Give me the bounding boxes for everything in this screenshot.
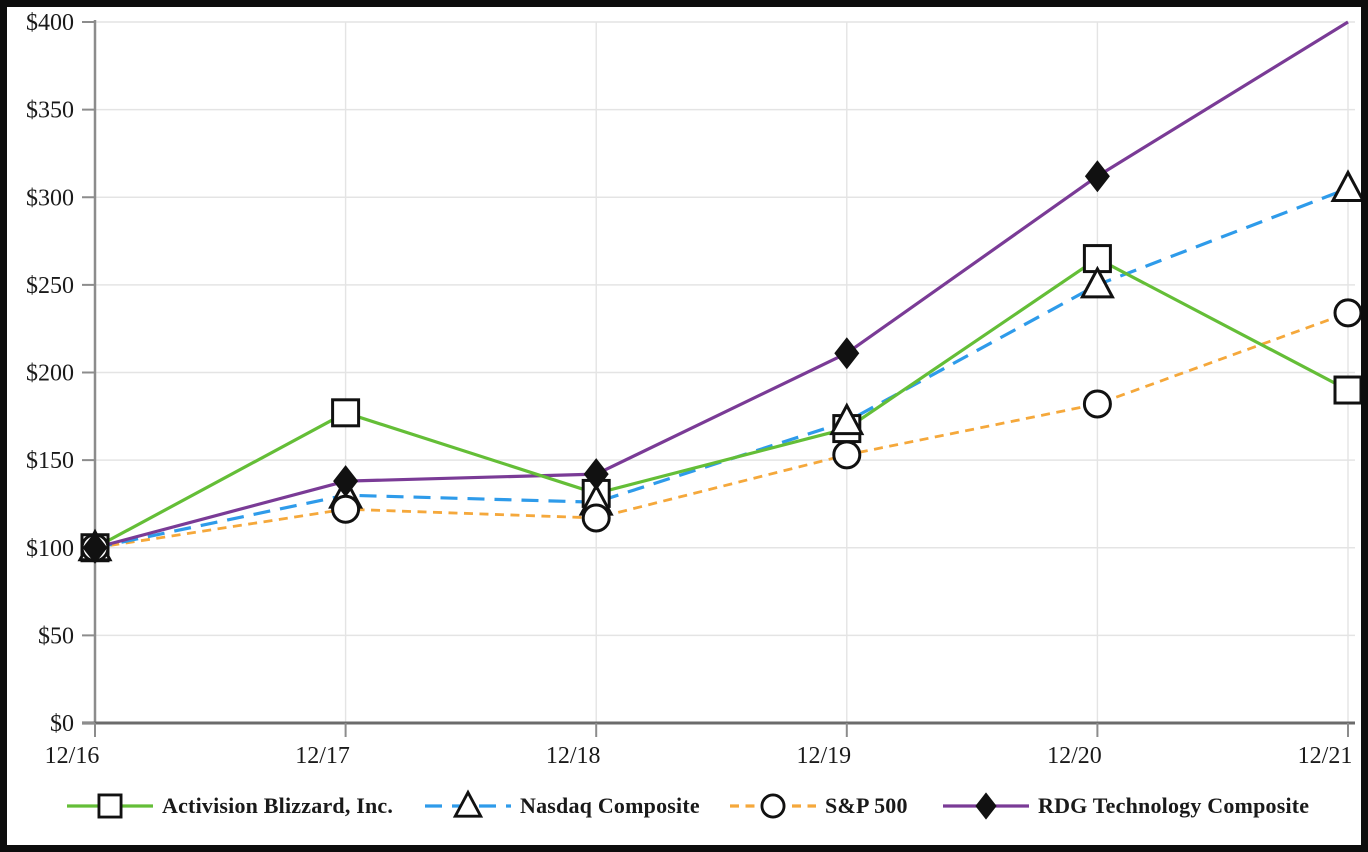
y-tick-label: $150	[26, 448, 74, 474]
x-tick-label: 12/17	[295, 743, 350, 769]
diamond-marker	[1084, 160, 1110, 193]
legend-circle-marker-icon	[730, 793, 816, 819]
series-line-3	[94, 20, 1349, 550]
circle-marker	[760, 793, 786, 819]
circle-marker	[581, 503, 611, 533]
series-line-0	[94, 256, 1349, 550]
circle-marker	[1333, 298, 1361, 328]
square-marker	[97, 793, 123, 819]
y-tick-label: $50	[38, 623, 74, 649]
y-tick-label: $100	[26, 536, 74, 562]
x-tick-label: 12/19	[796, 743, 851, 769]
y-tick-label: $200	[26, 361, 74, 387]
legend-label-nasdaq-composite: Nasdaq Composite	[520, 793, 700, 818]
x-tick-label: 12/18	[546, 743, 601, 769]
diamond-marker	[333, 465, 359, 498]
series-line-1	[94, 186, 1349, 550]
x-tick-label: 12/21	[1298, 743, 1353, 769]
diamond-marker	[834, 337, 860, 370]
diamond-marker	[82, 531, 108, 564]
y-tick-label: $250	[26, 273, 74, 299]
triangle-marker	[452, 789, 484, 818]
square-marker	[331, 398, 361, 428]
circle-marker	[832, 440, 862, 470]
circle-marker	[1082, 389, 1112, 419]
y-tick-label: $350	[26, 98, 74, 124]
triangle-marker	[1079, 265, 1115, 299]
series-line-2	[94, 311, 1349, 550]
legend-triangle-marker-icon	[425, 789, 511, 818]
circle-marker	[331, 494, 361, 524]
legend-square-marker-icon	[67, 793, 153, 819]
legend-diamond-marker-icon	[943, 792, 1029, 820]
square-marker	[1333, 375, 1361, 405]
chart-legend: Activision Blizzard, Inc. Nasdaq Composi…	[7, 789, 1361, 833]
legend-item-nasdaq-composite: Nasdaq Composite	[425, 789, 700, 823]
x-tick-label: 12/16	[45, 743, 100, 769]
y-tick-label: $400	[26, 10, 74, 36]
legend-label-activision-blizzard: Activision Blizzard, Inc.	[162, 793, 394, 818]
triangle-marker	[829, 402, 865, 436]
legend-item-sp500: S&P 500	[730, 789, 908, 823]
plot-area: $0 $50 $100 $150 $200 $250 $300 $350 $400 12/16 12…	[26, 10, 1361, 769]
diamond-marker	[975, 792, 997, 820]
y-tick-label: $0	[50, 711, 74, 737]
diamond-marker	[583, 458, 609, 491]
legend-label-rdg-technology: RDG Technology Composite	[1038, 793, 1310, 818]
x-tick-label: 12/20	[1047, 743, 1102, 769]
legend-item-activision-blizzard: Activision Blizzard, Inc.	[67, 789, 393, 823]
y-tick-label: $300	[26, 185, 74, 211]
legend-item-rdg-technology: RDG Technology Composite	[943, 789, 1309, 823]
triangle-marker	[1330, 169, 1361, 202]
legend-label-sp500: S&P 500	[825, 793, 908, 818]
